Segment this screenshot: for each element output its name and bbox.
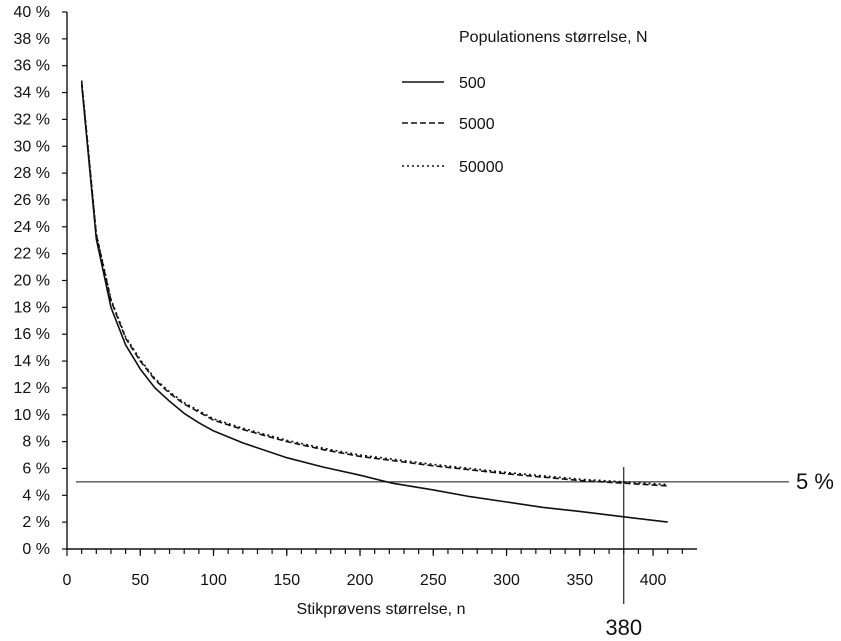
y-tick-label: 32 % xyxy=(14,111,50,128)
y-tick-label: 12 % xyxy=(14,380,50,397)
x-tick-label: 300 xyxy=(493,572,520,589)
y-tick-label: 6 % xyxy=(22,460,50,477)
y-tick-label: 30 % xyxy=(14,138,50,155)
y-tick-label: 38 % xyxy=(14,31,50,48)
y-tick-label: 26 % xyxy=(14,192,50,209)
legend-label-500: 500 xyxy=(459,75,486,92)
y-tick-label: 18 % xyxy=(14,299,50,316)
reference-label-horizontal: 5 % xyxy=(796,469,834,494)
x-tick-label: 350 xyxy=(566,572,593,589)
y-tick-label: 0 % xyxy=(22,541,50,558)
x-tick-label: 400 xyxy=(640,572,667,589)
y-tick-label: 34 % xyxy=(14,85,50,102)
series-line-5000 xyxy=(80,81,668,487)
y-tick-label: 2 % xyxy=(22,514,50,531)
reference-lines-layer: 5 % 380 xyxy=(76,467,834,640)
y-tick-label: 14 % xyxy=(14,353,50,370)
y-tick-label: 24 % xyxy=(14,219,50,236)
x-axis-title: Stikprøvens størrelse, n xyxy=(297,601,466,618)
y-tick-label: 8 % xyxy=(22,434,50,451)
y-tick-label: 20 % xyxy=(14,273,50,290)
y-tick-label: 10 % xyxy=(14,407,50,424)
x-tick-label: 150 xyxy=(273,572,300,589)
x-tick-label: 50 xyxy=(131,572,149,589)
axes-layer: 0 % 2 % 4 % 6 % 8 % 10 % 12 % 14 % 16 % 18 % 20 % 2… xyxy=(14,4,697,589)
legend-label-50000: 50000 xyxy=(459,159,504,176)
y-tick-label: 16 % xyxy=(14,326,50,343)
y-tick-label: 4 % xyxy=(22,487,50,504)
series-layer xyxy=(80,80,668,523)
y-tick-label: 22 % xyxy=(14,246,50,263)
y-tick-label: 36 % xyxy=(14,58,50,75)
series-line-50000 xyxy=(80,80,668,486)
y-tick-label: 28 % xyxy=(14,165,50,182)
legend-label-5000: 5000 xyxy=(459,116,495,133)
series-line-500 xyxy=(80,84,668,523)
y-tick-label: 40 % xyxy=(14,4,50,21)
x-tick-label: 200 xyxy=(347,572,374,589)
x-tick-label: 250 xyxy=(420,572,447,589)
x-tick-label: 0 xyxy=(63,572,72,589)
legend-title: Populationens størrelse, N xyxy=(459,29,648,46)
legend-layer: 500 5000 50000 xyxy=(402,75,504,176)
reference-label-vertical: 380 xyxy=(605,615,642,640)
x-tick-label: 100 xyxy=(200,572,227,589)
